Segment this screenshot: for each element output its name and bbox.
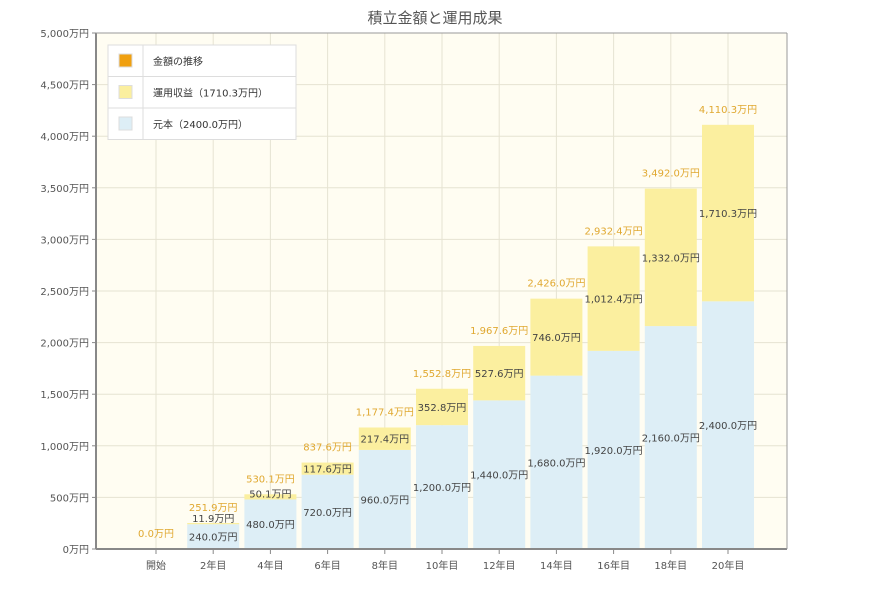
bar-data-label: 1,012.4万円 bbox=[585, 295, 643, 306]
bar-segment bbox=[301, 462, 354, 475]
bar-segment bbox=[702, 301, 754, 549]
x-tick-label: 6年目 bbox=[314, 559, 340, 572]
bar-data-label: 11.9万円 bbox=[192, 514, 234, 525]
bar-data-label: 1,710.3万円 bbox=[699, 209, 757, 220]
bar-data-label: 352.8万円 bbox=[418, 403, 467, 414]
bar-data-label: 527.6万円 bbox=[475, 369, 524, 380]
legend-item-label: 元本（2400.0万円） bbox=[153, 118, 248, 131]
total-data-label: 3,492.0万円 bbox=[642, 169, 700, 180]
total-data-label: 251.9万円 bbox=[189, 503, 238, 514]
bar-segment bbox=[587, 350, 640, 549]
bar-data-label: 720.0万円 bbox=[303, 508, 352, 519]
legend bbox=[107, 44, 297, 140]
legend-item-label: 運用収益（1710.3万円） bbox=[153, 87, 268, 100]
bar-data-label: 1,440.0万円 bbox=[470, 471, 528, 482]
bar-segment bbox=[416, 425, 468, 549]
bar-data-label: 480.0万円 bbox=[246, 520, 295, 531]
x-tick-label: 4年目 bbox=[257, 559, 283, 572]
y-tick-label: 5,000万円 bbox=[40, 29, 89, 40]
bar-segment bbox=[644, 188, 697, 327]
bar-segment bbox=[530, 298, 583, 376]
chart-title: 積立金額と運用成果 bbox=[367, 9, 502, 27]
bar-segment bbox=[358, 449, 411, 549]
y-tick-label: 1,000万円 bbox=[40, 442, 89, 453]
y-tick-label: 3,000万円 bbox=[40, 235, 89, 246]
y-tick-label: 2,000万円 bbox=[40, 339, 89, 350]
bar-segment bbox=[187, 523, 240, 525]
bar-segment bbox=[473, 345, 526, 401]
bar-data-label: 2,160.0万円 bbox=[642, 434, 700, 445]
bar-data-label: 960.0万円 bbox=[360, 495, 409, 506]
bar-data-label: 1,680.0万円 bbox=[527, 458, 585, 469]
bar-data-label: 1,920.0万円 bbox=[585, 446, 643, 457]
bar-data-label: 217.4万円 bbox=[360, 435, 409, 446]
bar-segment bbox=[244, 494, 297, 500]
legend-swatch bbox=[118, 116, 133, 131]
x-tick-label: 16年目 bbox=[597, 559, 630, 572]
x-tick-label: 10年目 bbox=[426, 559, 459, 572]
total-data-label: 0.0万円 bbox=[138, 529, 174, 540]
legend-swatch bbox=[118, 53, 133, 68]
bar-segment bbox=[530, 375, 583, 549]
total-data-label: 530.1万円 bbox=[246, 474, 295, 485]
bar-data-label: 1,332.0万円 bbox=[642, 253, 700, 264]
total-data-label: 2,932.4万円 bbox=[585, 226, 643, 237]
x-tick-label: 14年目 bbox=[540, 559, 573, 572]
total-data-label: 2,426.0万円 bbox=[527, 279, 585, 290]
bar-segment bbox=[244, 499, 297, 549]
y-tick-label: 2,500万円 bbox=[40, 287, 89, 298]
bar-segment bbox=[702, 124, 754, 302]
bar-data-label: 50.1万円 bbox=[249, 489, 291, 500]
y-tick-label: 3,500万円 bbox=[40, 184, 89, 195]
x-tick-label: 開始 bbox=[146, 559, 166, 572]
y-tick-label: 1,500万円 bbox=[40, 390, 89, 401]
y-tick-label: 4,500万円 bbox=[40, 81, 89, 92]
x-tick-label: 20年目 bbox=[712, 559, 745, 572]
bar-segment bbox=[187, 524, 240, 549]
y-tick-label: 0万円 bbox=[63, 545, 89, 556]
total-data-label: 837.6万円 bbox=[303, 443, 352, 454]
bar-data-label: 746.0万円 bbox=[532, 333, 581, 344]
bar-segment bbox=[358, 427, 411, 450]
bar-segment bbox=[473, 400, 526, 549]
y-tick-label: 500万円 bbox=[50, 493, 89, 504]
total-data-label: 1,177.4万円 bbox=[356, 407, 414, 418]
total-data-label: 1,552.8万円 bbox=[413, 369, 471, 380]
total-data-label: 4,110.3万円 bbox=[699, 105, 757, 116]
y-tick-label: 4,000万円 bbox=[40, 132, 89, 143]
x-tick-label: 2年目 bbox=[200, 559, 226, 572]
legend-item-label: 金額の推移 bbox=[153, 55, 203, 68]
x-tick-label: 18年目 bbox=[654, 559, 687, 572]
bar-data-label: 1,200.0万円 bbox=[413, 483, 471, 494]
x-tick-label: 12年目 bbox=[483, 559, 516, 572]
legend-swatch bbox=[118, 85, 133, 99]
bar-data-label: 2,400.0万円 bbox=[699, 421, 757, 432]
bar-segment bbox=[644, 326, 697, 549]
bar-data-label: 117.6万円 bbox=[303, 465, 352, 476]
bar-data-label: 240.0万円 bbox=[189, 533, 238, 544]
total-data-label: 1,967.6万円 bbox=[470, 326, 528, 337]
bar-segment bbox=[587, 246, 640, 351]
bar-segment bbox=[416, 388, 468, 426]
bar-segment bbox=[301, 474, 354, 549]
x-tick-label: 8年目 bbox=[372, 559, 398, 572]
